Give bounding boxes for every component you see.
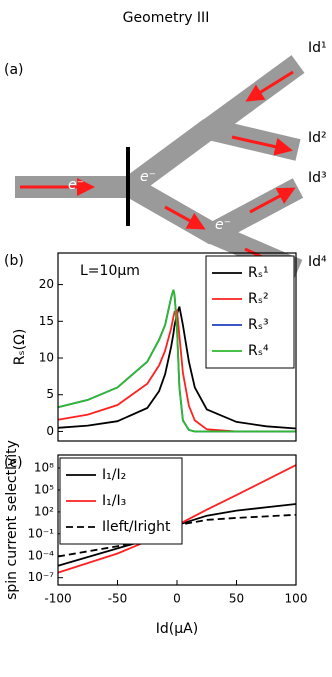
- x-tick-label: -100: [44, 592, 71, 606]
- plot-frame: [57, 252, 297, 442]
- electron-label: e⁻: [215, 217, 231, 233]
- arrow: [164, 205, 206, 230]
- drain-label: Id³: [308, 170, 327, 186]
- drain-label: Id⁴: [308, 254, 327, 270]
- title: Geometry III: [123, 10, 210, 26]
- electron-labels: e⁻ e⁻ e⁻ e⁻ e⁻: [68, 90, 231, 233]
- legend-label: I₁/I₂: [102, 467, 126, 483]
- arrow: [231, 135, 293, 156]
- y-tick-label: 5: [46, 387, 54, 401]
- y-tick-label: 0: [46, 424, 54, 438]
- drain-label: Id¹: [308, 40, 327, 56]
- y-axis-label: spin current selectivity: [4, 440, 20, 600]
- drain-label: Id²: [308, 130, 327, 146]
- electron-label: e⁻: [140, 134, 156, 150]
- x-axis-label: Id(μA): [156, 621, 198, 637]
- legend-label: Rₛ²: [248, 291, 269, 307]
- x-tick-label: 0: [173, 592, 181, 606]
- electron-label: e⁻: [140, 169, 156, 185]
- x-tick-label: 100: [285, 592, 308, 606]
- y-tick-label: 10: [39, 351, 54, 365]
- plot-frame: [57, 454, 297, 586]
- panel-label: (b): [4, 253, 24, 269]
- y-tick-label: 10⁻¹: [28, 526, 55, 540]
- legend-label: Rₛ⁴: [248, 343, 269, 359]
- y-tick-label: 10⁻⁷: [28, 570, 55, 584]
- y-tick-label: 15: [39, 314, 54, 328]
- annotation: L=10μm: [80, 263, 140, 279]
- x-tick-label: 50: [229, 592, 244, 606]
- panel-label: (c): [4, 455, 23, 471]
- legend-label: Rₛ¹: [248, 265, 269, 281]
- legend-box: [205, 255, 295, 369]
- electron-label: e⁻: [205, 90, 221, 106]
- panel-label: (a): [4, 62, 24, 78]
- y-tick-label: 10⁸: [34, 461, 54, 475]
- y-tick-label: 10⁻⁴: [28, 548, 55, 562]
- y-axis-label: Rₛ(Ω): [12, 329, 28, 366]
- y-tick-label: 10²: [34, 504, 54, 518]
- legend-label: Ileft/Iright: [102, 519, 171, 535]
- arrow: [249, 187, 296, 214]
- wire: [202, 117, 301, 161]
- legend-label: I₁/I₃: [102, 493, 126, 509]
- series-line: [57, 289, 296, 433]
- legend-label: Rₛ³: [248, 317, 269, 333]
- arrow: [245, 70, 294, 102]
- y-tick-label: 20: [39, 277, 54, 291]
- x-tick-label: -50: [108, 592, 128, 606]
- y-tick-label: 10⁵: [34, 482, 54, 496]
- electron-label: e⁻: [68, 177, 84, 193]
